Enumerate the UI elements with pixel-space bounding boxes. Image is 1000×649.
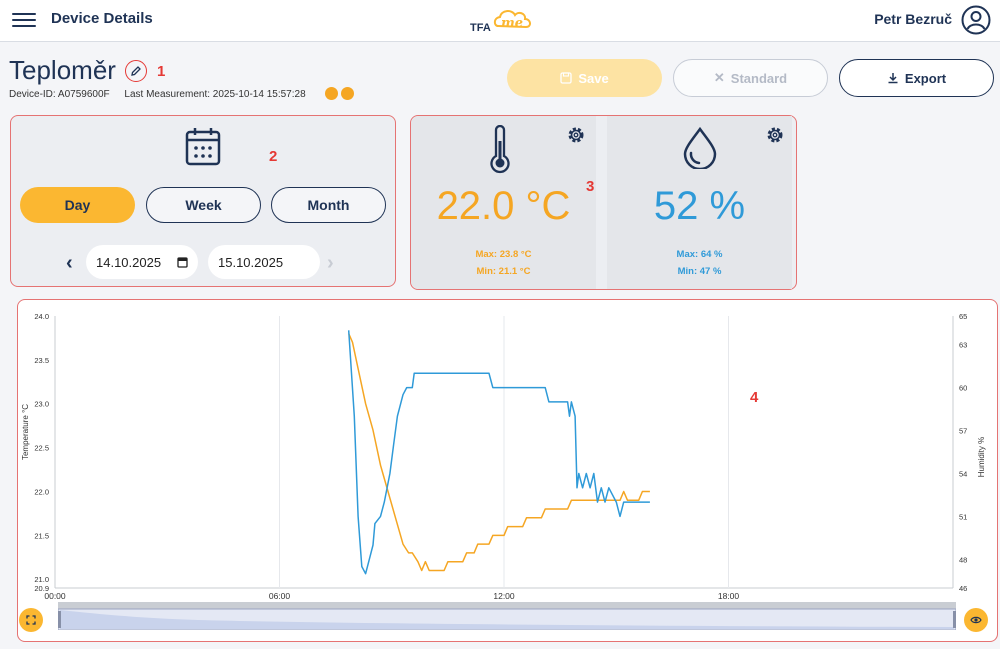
y-left-tick-label: 23.0 xyxy=(34,400,49,409)
device-name: Teploměr xyxy=(9,55,116,85)
history-chart[interactable]: 00:00 06:00 12:00 18:00 20.921.0 21.5 22.0 22.5… xyxy=(18,300,999,643)
y-left-tick-label: 21.5 xyxy=(34,531,49,540)
y-right-tick-label: 60 xyxy=(959,384,967,393)
user-avatar-icon[interactable] xyxy=(960,4,992,36)
annotation-4: 4 xyxy=(750,389,759,406)
date-range-panel: 2 Day Week Month ‹ 14.10.2025 15.10.2025… xyxy=(10,115,396,287)
thermometer-icon xyxy=(490,125,510,174)
date-from-value: 14.10.2025 xyxy=(96,254,162,270)
x-tick-label: 18:00 xyxy=(718,591,740,601)
date-from-input[interactable]: 14.10.2025 xyxy=(86,245,198,279)
annotation-2: 2 xyxy=(269,148,278,165)
humidity-settings-icon[interactable] xyxy=(765,125,785,145)
device-meta: Device-ID: A0759600F Last Measurement: 2… xyxy=(9,89,306,100)
pencil-icon xyxy=(131,66,141,76)
date-to-value: 15.10.2025 xyxy=(218,254,284,270)
standard-label: Standard xyxy=(730,70,788,86)
temperature-value: 22.0 °C xyxy=(436,184,571,228)
x-tick-label: 00:00 xyxy=(44,591,66,601)
battery-icon xyxy=(325,87,338,100)
humidity-card: 52 % Max: 64 % Min: 47 % xyxy=(607,116,792,289)
close-icon: ✕ xyxy=(713,70,725,85)
temperature-card: 22.0 °C Max: 23.8 °C Min: 21.1 °C xyxy=(411,116,596,289)
range-day-button[interactable]: Day xyxy=(20,187,135,223)
current-values-panel: 22.0 °C Max: 23.8 °C Min: 21.1 °C 3 52 %… xyxy=(410,115,797,290)
menu-icon[interactable] xyxy=(12,9,36,29)
expand-icon xyxy=(26,615,36,625)
annotation-1: 1 xyxy=(157,63,166,80)
y-left-tick-label: 22.0 xyxy=(34,487,49,496)
x-tick-label: 06:00 xyxy=(269,591,291,601)
y-right-tick-label: 46 xyxy=(959,584,967,593)
x-tick-label: 12:00 xyxy=(493,591,515,601)
logo-script: me xyxy=(501,16,523,31)
device-id: Device-ID: A0759600F xyxy=(9,89,110,100)
tfa-me-logo: TFA me xyxy=(470,10,531,34)
y-left-tick-label: 21.0 xyxy=(34,575,49,584)
visibility-button[interactable] xyxy=(964,608,988,632)
y-right-tick-label: 65 xyxy=(959,312,967,321)
temperature-settings-icon[interactable] xyxy=(566,125,586,145)
temperature-max: Max: 23.8 °C xyxy=(475,249,532,260)
eye-icon xyxy=(970,616,982,624)
humidity-min: Min: 47 % xyxy=(677,266,722,277)
history-chart-panel: 00:00 06:00 12:00 18:00 20.9 21.0 21.5 22.0 22.5… xyxy=(17,299,998,642)
y-left-tick-label: 23.5 xyxy=(34,356,49,365)
download-icon xyxy=(888,73,898,84)
export-label: Export xyxy=(904,70,947,86)
chart-navigator[interactable] xyxy=(57,602,957,631)
calendar-icon xyxy=(185,128,221,166)
y-left-tick-label: 20.9 xyxy=(34,584,49,593)
y-left-tick-label: 22.5 xyxy=(34,444,49,453)
save-button[interactable]: Save xyxy=(507,59,662,97)
y-left-tick-label: 24.0 xyxy=(34,312,49,321)
water-drop-icon xyxy=(683,127,717,169)
prev-date-icon[interactable]: ‹ xyxy=(66,252,73,274)
last-measurement: Last Measurement: 2025-10-14 15:57:28 xyxy=(124,89,306,100)
annotation-3: 3 xyxy=(586,178,595,195)
y-right-tick-label: 54 xyxy=(959,469,967,478)
header-title: Device Details xyxy=(51,10,153,27)
user-name: Petr Bezruč xyxy=(874,11,952,27)
export-button[interactable]: Export xyxy=(839,59,994,97)
y-right-tick-label: 48 xyxy=(959,555,967,564)
signal-icon xyxy=(341,87,354,100)
next-date-icon[interactable]: › xyxy=(327,252,334,274)
logo-text: TFA xyxy=(470,22,491,34)
date-picker-icon[interactable] xyxy=(177,256,188,268)
temperature-min: Min: 21.1 °C xyxy=(476,266,531,277)
range-month-button[interactable]: Month xyxy=(271,187,386,223)
y-right-tick-label: 63 xyxy=(959,341,967,350)
date-to-input[interactable]: 15.10.2025 xyxy=(208,245,320,279)
fullscreen-button[interactable] xyxy=(19,608,43,632)
app-header: Device Details TFA me Petr Bezruč xyxy=(0,0,1000,42)
y-right-tick-label: 51 xyxy=(959,512,967,521)
navigator-preview xyxy=(57,602,957,631)
humidity-value: 52 % xyxy=(653,184,746,228)
y-left-axis-label: Temperature °C xyxy=(21,404,30,460)
range-week-button[interactable]: Week xyxy=(146,187,261,223)
standard-button[interactable]: ✕ Standard xyxy=(673,59,828,97)
y-right-axis-label: Humidity % xyxy=(977,437,986,477)
humidity-series-line xyxy=(347,330,650,575)
save-label: Save xyxy=(578,70,609,86)
temperature-series-line xyxy=(348,333,650,572)
edit-name-button[interactable] xyxy=(125,60,147,82)
save-icon xyxy=(560,72,572,84)
humidity-max: Max: 64 % xyxy=(676,249,723,260)
y-right-tick-label: 57 xyxy=(959,427,967,436)
